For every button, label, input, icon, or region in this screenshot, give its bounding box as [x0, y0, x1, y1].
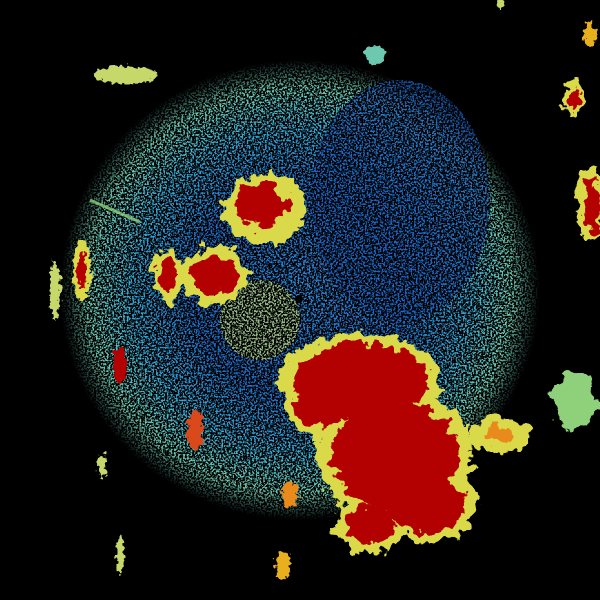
echo: [584, 23, 596, 47]
cell-core: [385, 477, 465, 533]
cell-core: [482, 427, 514, 445]
cell-core: [236, 183, 288, 227]
haze-area: [220, 280, 300, 360]
echo: [50, 260, 60, 320]
cell-cores: [159, 88, 600, 545]
cell-core: [584, 177, 600, 233]
radar-site: [295, 295, 303, 303]
echo: [187, 410, 203, 450]
cell-core: [567, 88, 577, 112]
echo: [275, 551, 291, 579]
cell-core: [191, 257, 239, 293]
echo: [365, 45, 385, 65]
cell-core: [296, 383, 344, 427]
echo: [78, 250, 86, 290]
echo: [496, 0, 504, 9]
echo-cells: [152, 82, 600, 553]
echo: [113, 347, 127, 383]
small-echoes: [50, 0, 596, 579]
haze-area: [310, 80, 490, 320]
cell-edge: [553, 370, 597, 430]
echo: [98, 453, 106, 477]
echo: [116, 535, 124, 575]
echo: [282, 481, 298, 509]
echo: [93, 66, 157, 84]
cell-core: [346, 505, 394, 545]
streak: [89, 198, 141, 224]
cell-core: [159, 257, 177, 293]
